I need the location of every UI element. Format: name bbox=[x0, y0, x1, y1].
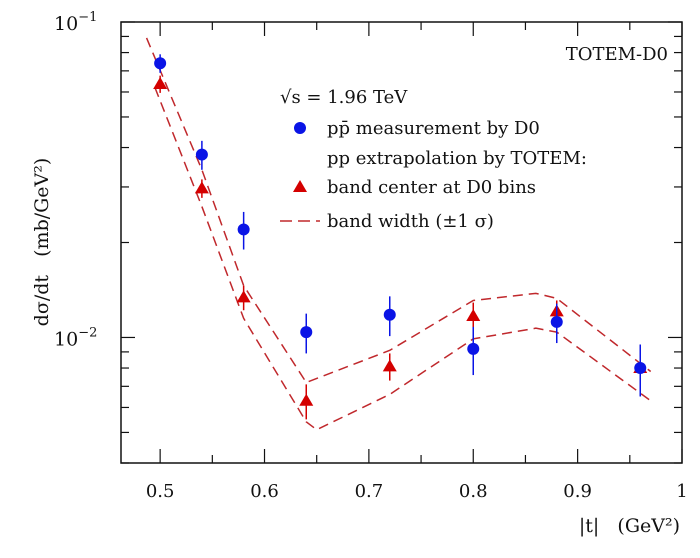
x-tick-label: 0.6 bbox=[250, 481, 279, 502]
data-point-triangle bbox=[466, 308, 481, 321]
data-point-triangle bbox=[299, 393, 314, 406]
band-upper-line bbox=[145, 37, 652, 384]
legend-entry: band width (±1 σ) bbox=[327, 211, 494, 232]
y-axis-label: dσ/dt (mb/GeV²) bbox=[31, 158, 53, 327]
legend-subheader: pp extrapolation by TOTEM: bbox=[327, 148, 587, 169]
legend: √s = 1.96 TeV pp̄ measurement by D0 pp e… bbox=[280, 87, 587, 232]
legend-marker-circle bbox=[294, 122, 306, 134]
data-point-circle bbox=[195, 148, 208, 161]
y-tick-label: 10−1 bbox=[54, 10, 97, 35]
data-point-circle bbox=[634, 362, 647, 375]
x-tick-label: 0.5 bbox=[146, 481, 175, 502]
band-lower-line bbox=[154, 87, 652, 431]
data-point-triangle bbox=[236, 290, 251, 303]
annotation: TOTEM-D0 bbox=[566, 44, 668, 65]
legend-entry: pp̄ measurement by D0 bbox=[327, 118, 540, 139]
legend-marker-triangle bbox=[293, 180, 307, 192]
y-tick-label: 10−2 bbox=[54, 325, 97, 350]
legend-header: √s = 1.96 TeV bbox=[280, 87, 408, 108]
x-axis-label: |t| (GeV²) bbox=[579, 515, 680, 537]
data-point-circle bbox=[237, 223, 250, 236]
data-point-circle bbox=[467, 342, 480, 355]
x-tick-label: 1 bbox=[676, 481, 687, 502]
data-point-triangle bbox=[382, 359, 397, 372]
x-tick-label: 0.9 bbox=[563, 481, 592, 502]
data-point-circle bbox=[154, 57, 167, 70]
data-point-circle bbox=[550, 315, 563, 328]
x-tick-label: 0.8 bbox=[459, 481, 488, 502]
data-point-circle bbox=[300, 326, 313, 339]
data-point-triangle bbox=[153, 77, 168, 90]
x-tick-label: 0.7 bbox=[355, 481, 384, 502]
legend-entry: band center at D0 bins bbox=[327, 177, 536, 198]
data-point-circle bbox=[383, 308, 396, 321]
data-point-triangle bbox=[194, 181, 209, 194]
